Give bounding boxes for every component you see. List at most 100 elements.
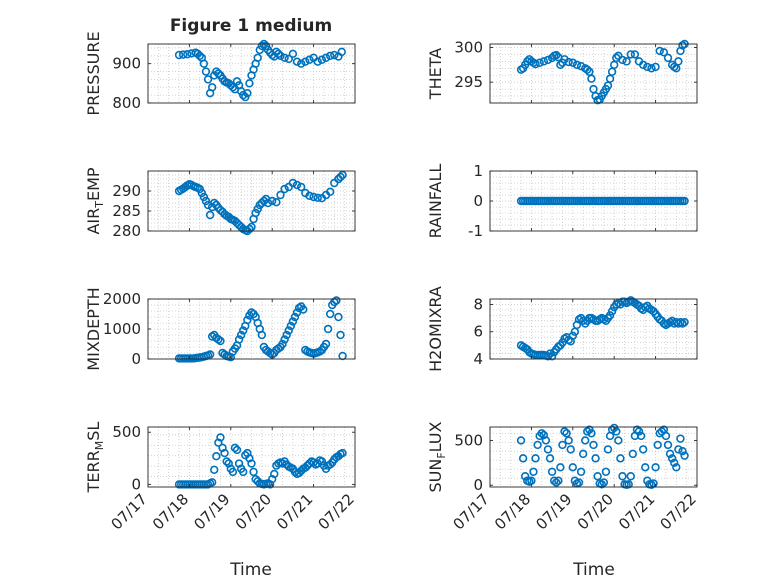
data-point — [591, 454, 600, 463]
x-tick-label: 07/18 — [149, 490, 192, 533]
data-point — [288, 49, 298, 59]
data-point — [280, 53, 289, 62]
data-point — [680, 451, 689, 460]
data-points — [174, 296, 347, 363]
data-point — [572, 60, 582, 70]
y-tick-label: 900 — [112, 55, 141, 73]
data-point — [207, 478, 217, 487]
data-point — [199, 59, 209, 68]
y-tick-label: 1000 — [103, 320, 141, 338]
data-point — [325, 460, 335, 469]
data-point — [178, 50, 188, 59]
x-tick-label: 07/21 — [615, 490, 658, 533]
data-point — [201, 196, 211, 206]
data-point — [632, 425, 642, 434]
data-point — [547, 352, 557, 361]
data-point — [199, 192, 209, 202]
data-point — [564, 436, 573, 445]
data-point — [535, 58, 544, 67]
x-tick-label: 07/17 — [108, 490, 151, 533]
axes-frame — [489, 43, 698, 104]
data-point — [309, 192, 318, 202]
data-point — [336, 330, 345, 340]
data-point — [272, 198, 281, 207]
data-point — [232, 445, 242, 455]
y-tick-label: 8 — [473, 295, 483, 313]
data-point — [245, 224, 254, 234]
data-point — [253, 204, 262, 214]
y-tick-label: 295 — [454, 73, 483, 91]
data-point — [334, 312, 343, 322]
data-point — [589, 440, 598, 450]
data-point — [614, 51, 623, 60]
y-tick-label: -1 — [468, 222, 483, 240]
data-point — [265, 480, 275, 489]
data-point — [313, 193, 322, 203]
data-point — [612, 427, 621, 436]
data-point — [655, 46, 664, 56]
data-point — [624, 480, 633, 489]
data-point — [247, 222, 256, 232]
data-point — [593, 472, 602, 481]
data-point — [313, 57, 322, 66]
data-point — [630, 50, 640, 59]
y-tick-label: 285 — [112, 202, 141, 220]
data-point — [576, 62, 586, 71]
data-point — [195, 184, 204, 194]
data-point — [607, 307, 617, 316]
data-point — [305, 55, 314, 64]
y-tick-label: 4 — [473, 350, 483, 368]
data-point — [587, 429, 596, 438]
y-tick-label: 0 — [131, 475, 141, 493]
data-point — [207, 83, 217, 92]
data-point — [564, 57, 573, 67]
y-tick-label: 500 — [454, 431, 483, 449]
plot-area — [148, 44, 355, 103]
data-points — [174, 39, 346, 102]
data-point — [603, 445, 613, 454]
data-point — [659, 48, 669, 57]
data-points — [516, 423, 689, 489]
y-tick-label: 2000 — [103, 290, 141, 308]
data-point — [274, 49, 283, 59]
data-point — [174, 50, 184, 60]
data-point — [330, 50, 339, 60]
data-point — [657, 427, 667, 436]
data-point — [210, 198, 219, 208]
data-point — [216, 433, 225, 442]
data-point — [545, 454, 555, 463]
subplot-h2omixra: 4 6 8 H2OMIXRA — [426, 286, 698, 372]
data-point — [336, 172, 345, 182]
data-point — [220, 448, 229, 458]
grid — [489, 427, 698, 488]
data-point — [614, 436, 623, 445]
y-tick-label: 290 — [112, 182, 141, 200]
x-tick-label: 07/20 — [232, 490, 275, 533]
data-point — [299, 305, 308, 314]
data-point — [583, 427, 592, 436]
data-point — [332, 296, 341, 305]
data-point — [251, 208, 260, 218]
data-point — [239, 326, 248, 335]
data-point — [674, 57, 683, 66]
data-point — [201, 67, 211, 76]
data-point — [543, 445, 553, 454]
data-point — [587, 74, 596, 83]
data-point — [212, 452, 221, 461]
data-point — [641, 463, 650, 472]
data-point — [626, 472, 635, 481]
data-point — [558, 440, 567, 450]
data-point — [638, 445, 648, 454]
data-point — [634, 427, 644, 436]
data-point — [257, 330, 267, 340]
data-point — [552, 50, 561, 60]
y-axis-label: H2OMIXRA — [426, 286, 445, 372]
data-point — [280, 335, 289, 344]
data-point — [205, 210, 215, 220]
data-point — [245, 79, 254, 88]
x-tick-label: 07/19 — [190, 490, 233, 533]
data-point — [337, 47, 346, 57]
y-tick-label: 1 — [473, 162, 483, 180]
data-point — [560, 427, 569, 436]
